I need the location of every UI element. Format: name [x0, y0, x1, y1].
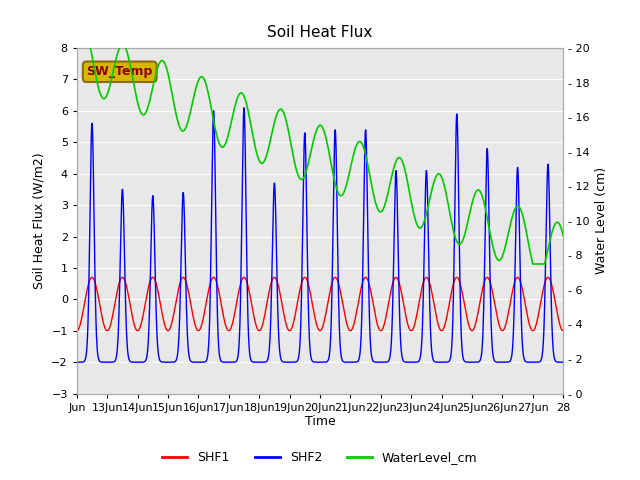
Legend: SHF1, SHF2, WaterLevel_cm: SHF1, SHF2, WaterLevel_cm: [157, 446, 483, 469]
Y-axis label: Soil Heat Flux (W/m2): Soil Heat Flux (W/m2): [33, 153, 45, 289]
Title: Soil Heat Flux: Soil Heat Flux: [268, 25, 372, 40]
Text: SW_Temp: SW_Temp: [86, 65, 153, 78]
X-axis label: Time: Time: [305, 415, 335, 429]
Y-axis label: Water Level (cm): Water Level (cm): [595, 167, 608, 275]
